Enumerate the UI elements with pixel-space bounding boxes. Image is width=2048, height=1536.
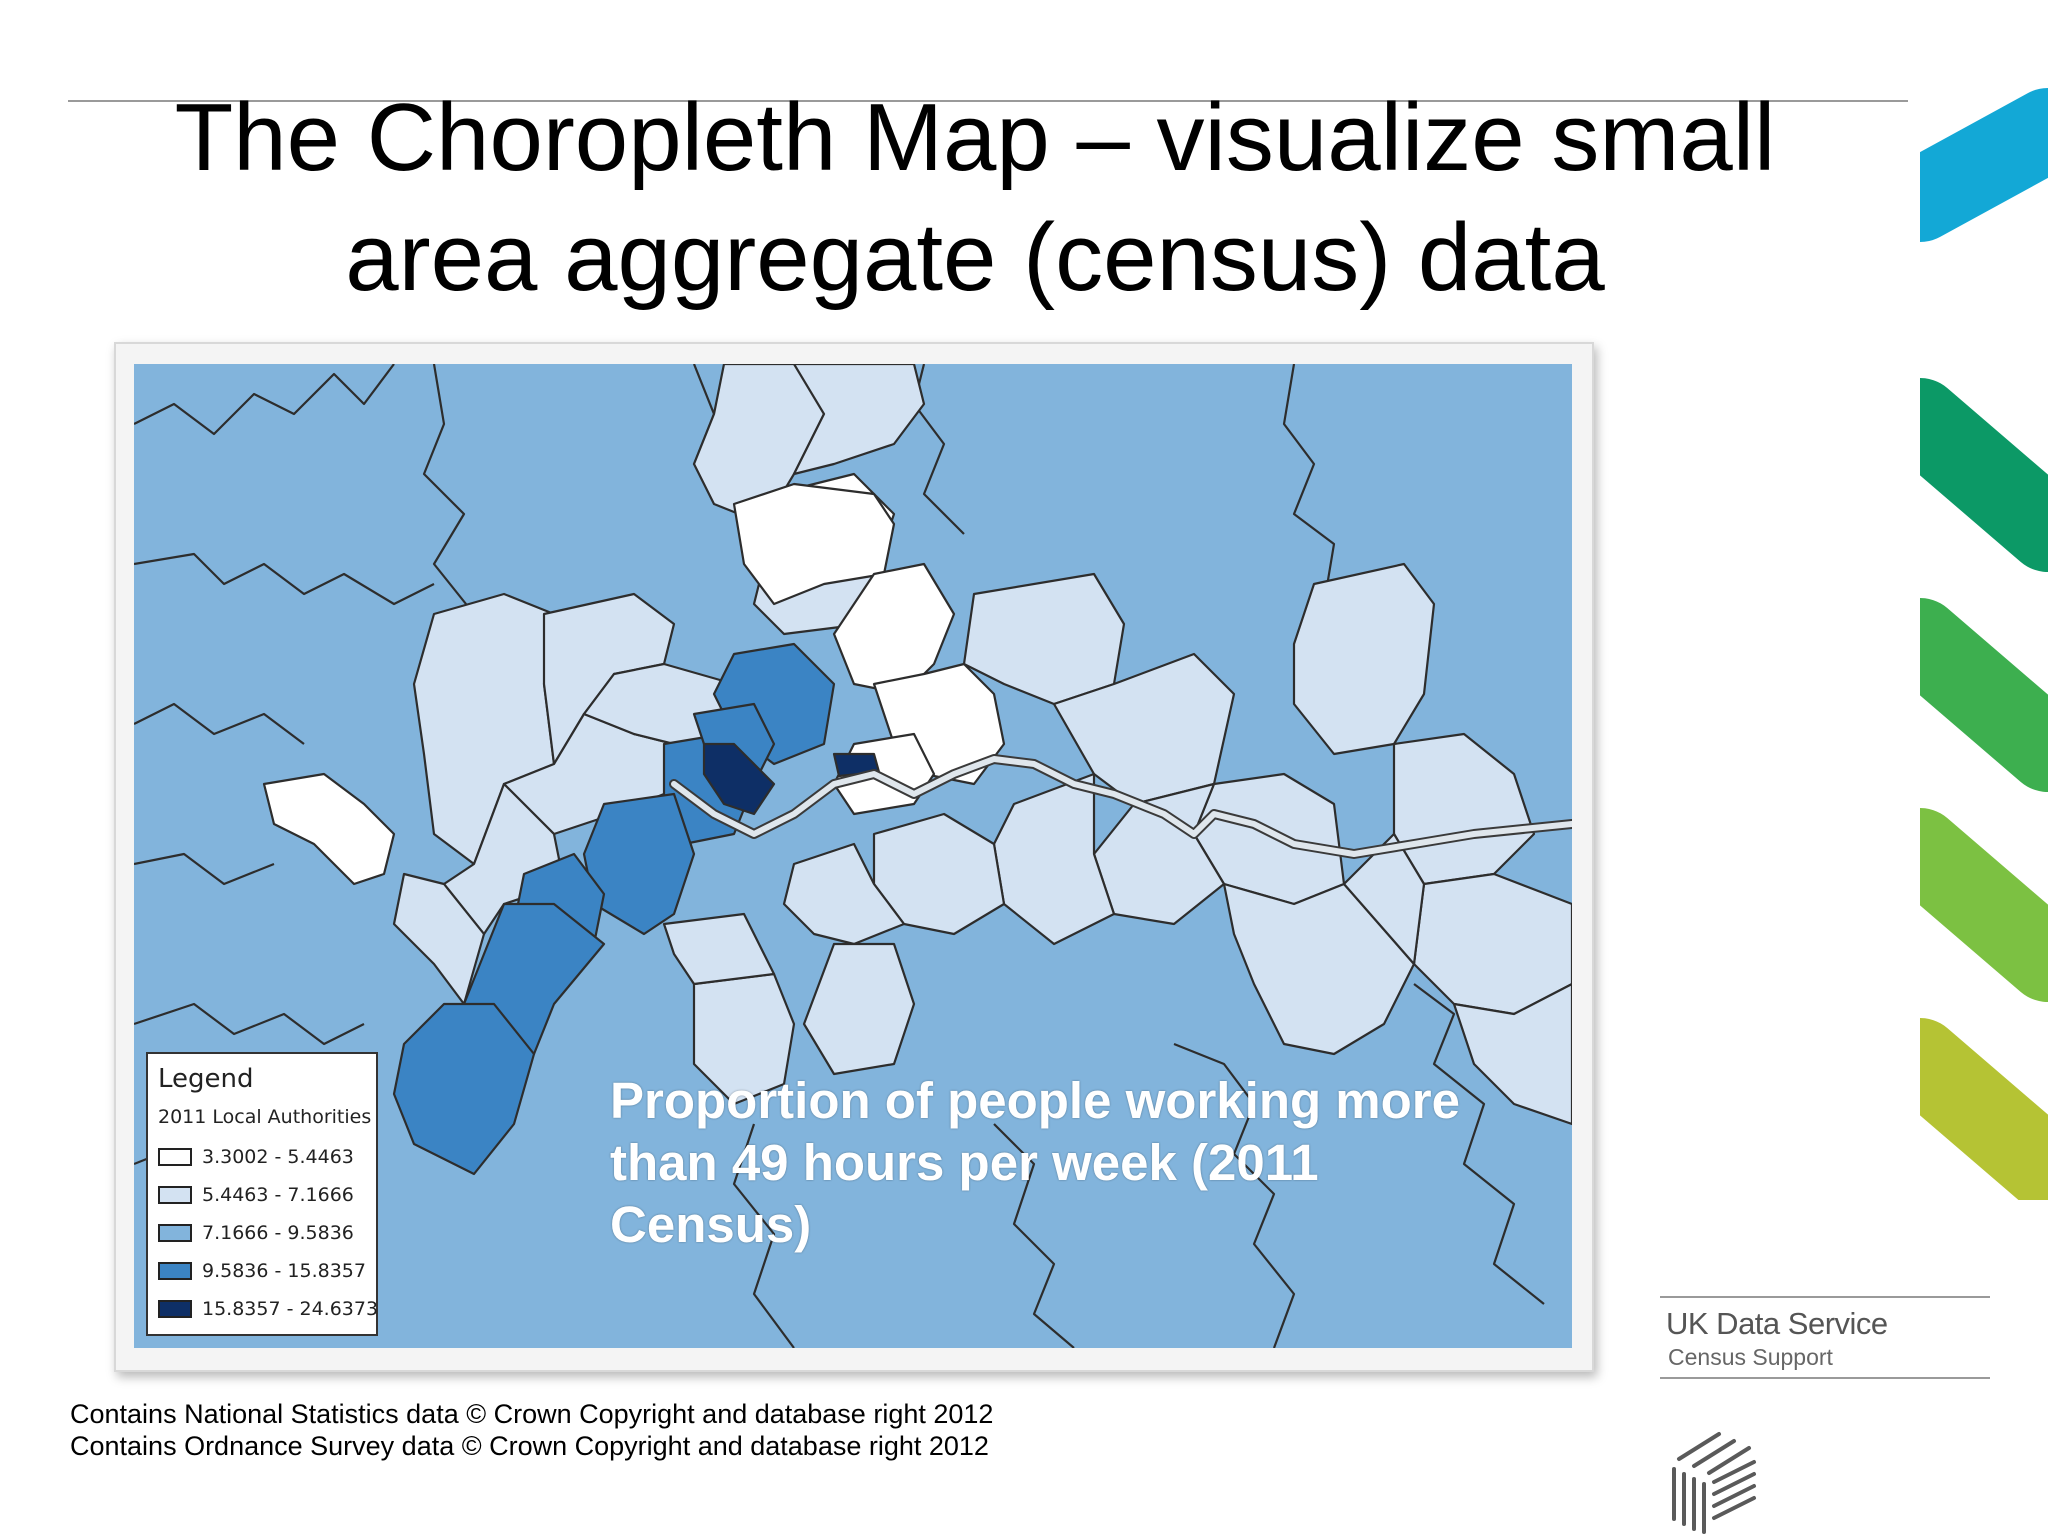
credit-line-os: Contains Ordnance Survey data © Crown Co…	[70, 1431, 989, 1461]
brand-name: UK Data Service	[1666, 1306, 1888, 1341]
borough-darkest-1	[702, 742, 776, 816]
boundary-north-1	[422, 364, 475, 615]
map-caption-line3: Census)	[610, 1196, 812, 1253]
legend-item: 9.5836 - 15.8357	[158, 1252, 368, 1290]
boundary-north-east	[1282, 364, 1336, 605]
borough-light-8	[792, 364, 926, 476]
legend-subtitle: 2011 Local Authorities	[158, 1106, 372, 1128]
stripe-light-green	[1920, 808, 2048, 1002]
legend-swatch	[158, 1300, 192, 1318]
boundary-west-3	[134, 852, 275, 886]
slide-title-line1: The Choropleth Map – visualize small	[174, 84, 1776, 191]
boundary-north-west	[134, 364, 395, 436]
ukds-hatched-cube-icon	[1672, 1432, 1756, 1534]
map-caption-line2: than 49 hours per week (2011	[610, 1134, 1319, 1191]
legend-swatch	[158, 1262, 192, 1280]
borough-light-20	[1222, 882, 1416, 1056]
data-credits: Contains National Statistics data © Crow…	[70, 1398, 993, 1462]
boundary-south-east	[1173, 1042, 1296, 1348]
legend-item: 7.1666 - 9.5836	[158, 1214, 368, 1252]
brand-rule-top	[1660, 1296, 1990, 1298]
boundary-south-west-1	[134, 1002, 365, 1046]
decorative-stripes	[1920, 88, 2048, 1200]
brand-block: UK Data Service Census Support	[1660, 1296, 1990, 1379]
legend-item-label: 9.5836 - 15.8357	[202, 1260, 366, 1282]
legend-item-label: 5.4463 - 7.1666	[202, 1184, 354, 1206]
borough-white-6	[262, 772, 396, 886]
stripe-blue	[1920, 88, 2048, 242]
map-caption: Proportion of people working more than 4…	[610, 1070, 1590, 1256]
legend-swatch	[158, 1224, 192, 1242]
stripe-green	[1920, 598, 2048, 792]
legend-swatch	[158, 1186, 192, 1204]
legend-item: 15.8357 - 24.6373	[158, 1290, 378, 1328]
borough-dark-3	[582, 792, 696, 936]
boundary-west-2	[134, 702, 305, 745]
map-caption-line1: Proportion of people working more	[610, 1072, 1461, 1129]
brand-rule-bottom	[1660, 1377, 1990, 1379]
borough-light-22	[1452, 982, 1572, 1126]
map-legend: Legend 2011 Local Authorities 3.3002 - 5…	[146, 1052, 378, 1336]
borough-light-19	[782, 842, 906, 946]
boundary-south-2	[732, 1123, 795, 1348]
legend-item: 3.3002 - 5.4463	[158, 1138, 368, 1176]
slide-title: The Choropleth Map – visualize small are…	[80, 78, 1870, 318]
legend-item-label: 15.8357 - 24.6373	[202, 1298, 379, 1320]
boundary-west-1	[134, 552, 435, 606]
legend-item-label: 3.3002 - 5.4463	[202, 1146, 354, 1168]
legend-item-label: 7.1666 - 9.5836	[202, 1222, 354, 1244]
credit-line-ons: Contains National Statistics data © Crow…	[70, 1399, 994, 1429]
borough-polygons	[262, 364, 1572, 1176]
legend-title: Legend	[158, 1064, 254, 1094]
slide-title-line2: area aggregate (census) data	[345, 204, 1605, 311]
legend-swatch	[158, 1148, 192, 1166]
river-thames	[671, 756, 1572, 857]
borough-dark-6	[392, 1002, 536, 1176]
title-rule	[68, 100, 1908, 102]
stripe-lime	[1920, 1018, 2048, 1200]
borough-light-23	[802, 942, 916, 1076]
legend-item: 5.4463 - 7.1666	[158, 1176, 368, 1214]
borough-light-25	[662, 912, 776, 986]
brand-subtitle: Census Support	[1668, 1344, 1833, 1370]
stripe-dark-green	[1920, 378, 2048, 572]
boundary-south-1	[993, 1123, 1075, 1348]
boundary-east-1	[1413, 983, 1545, 1305]
